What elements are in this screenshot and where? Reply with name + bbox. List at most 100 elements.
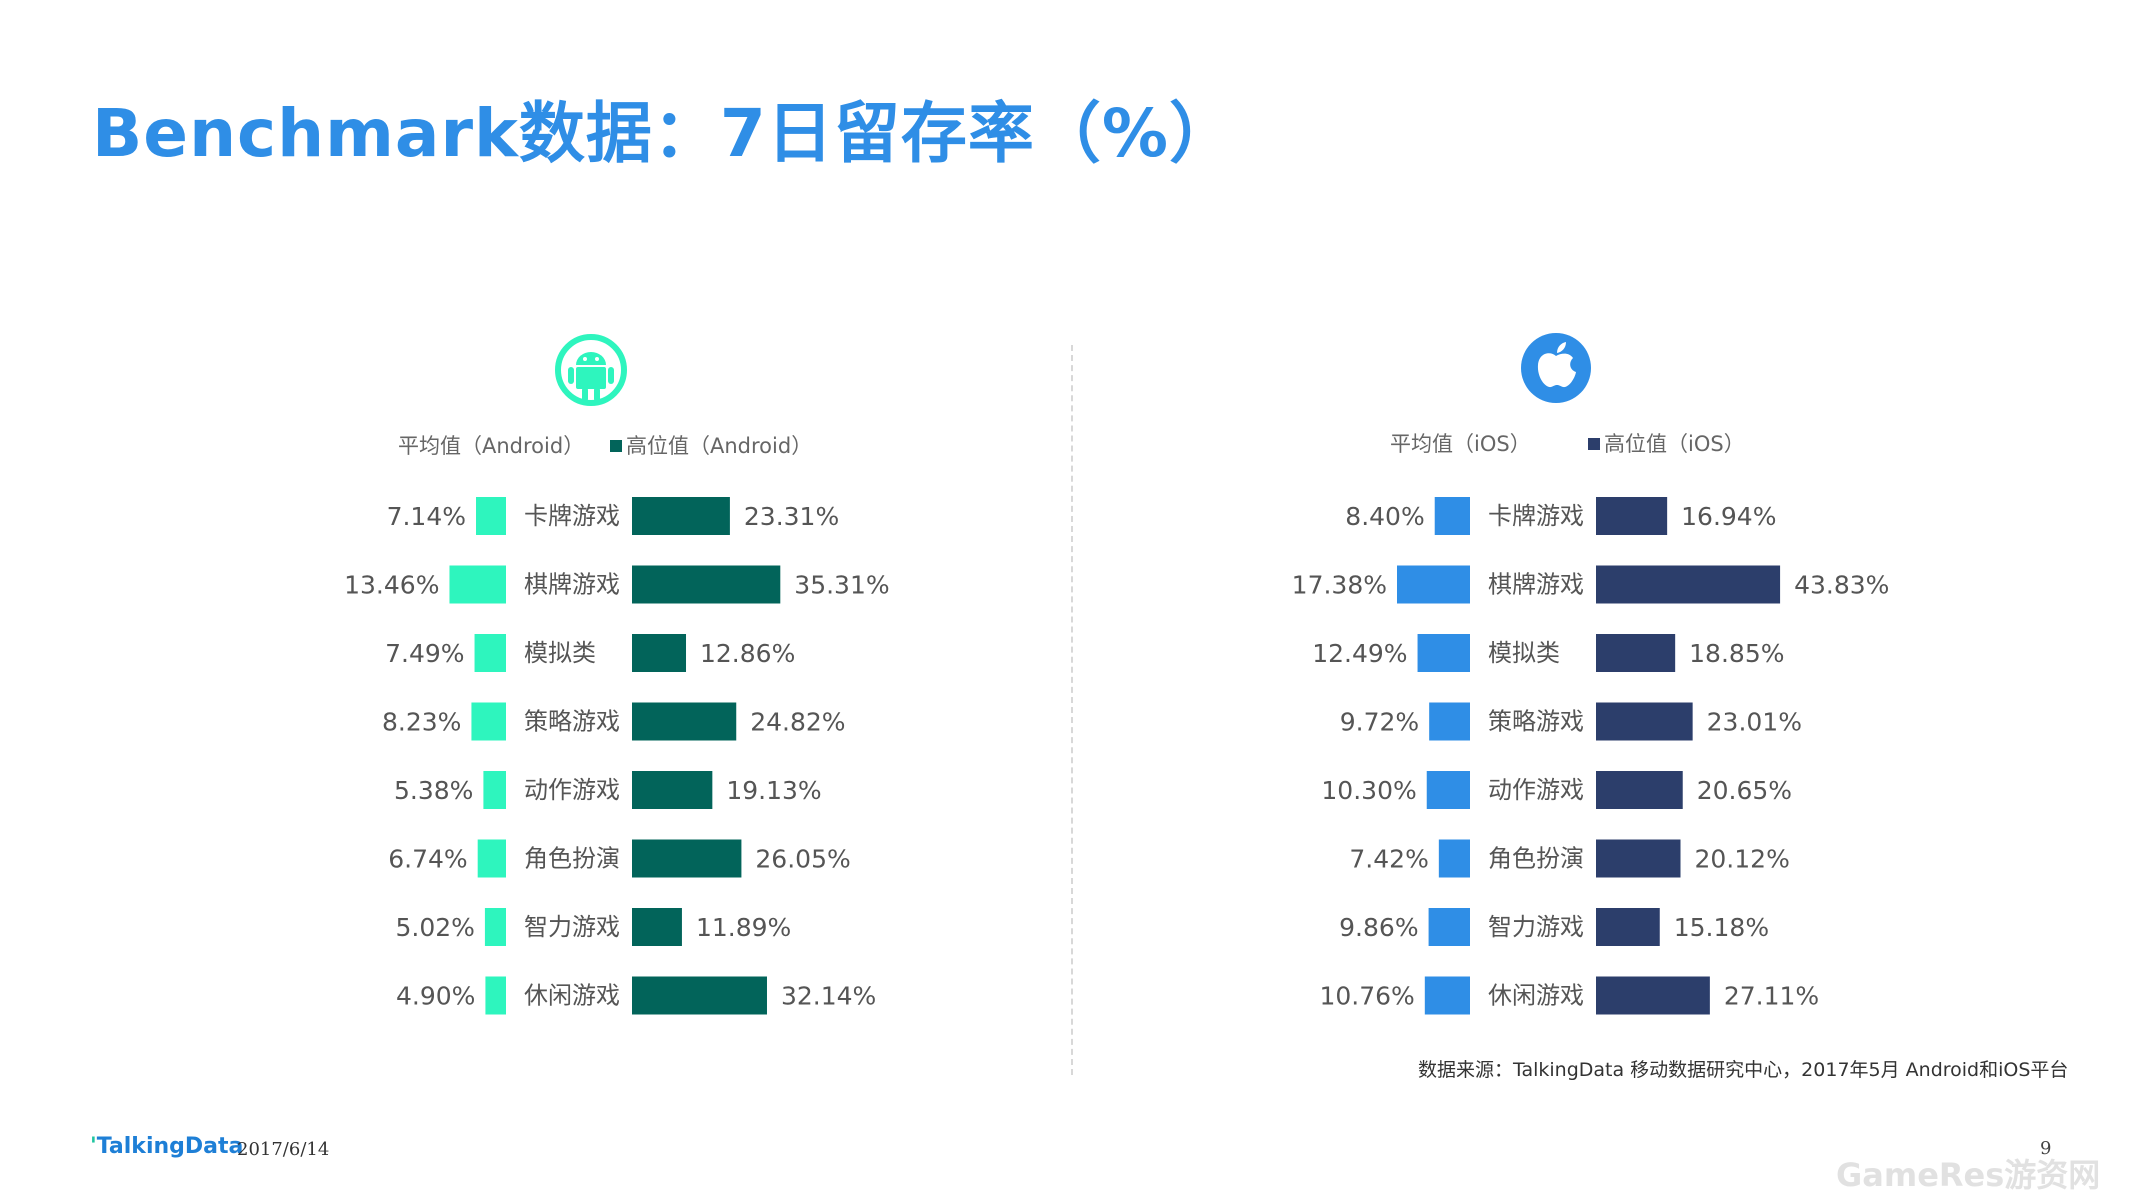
ios-high-bar-2 (1596, 634, 1676, 672)
android-high-value-label-0: 23.31% (744, 502, 839, 531)
android-high-bar-2 (632, 634, 687, 672)
android-legend-avg-label: 平均值（Android） (398, 434, 585, 458)
page-title: Benchmark数据：7日留存率（%） (92, 95, 1236, 172)
ios-high-value-label-5: 20.12% (1695, 845, 1790, 874)
ios-legend-high-swatch (1588, 438, 1600, 450)
android-avg-value-label-3: 8.23% (382, 708, 461, 737)
ios-avg-value-label-7: 10.76% (1319, 982, 1414, 1011)
ios-avg-bar-3 (1429, 702, 1470, 741)
android-category-label-3: 策略游戏 (524, 708, 620, 736)
android-category-label-4: 动作游戏 (524, 776, 620, 804)
android-category-label-0: 卡牌游戏 (524, 502, 620, 530)
ios-avg-value-label-5: 7.42% (1349, 845, 1428, 874)
android-avg-bar-4 (483, 771, 506, 809)
android-high-value-label-6: 11.89% (696, 913, 791, 942)
android-high-value-label-2: 12.86% (700, 639, 795, 668)
android-icon (555, 334, 627, 406)
ios-category-label-5: 角色扮演 (1488, 845, 1584, 873)
ios-high-bar-5 (1596, 839, 1681, 878)
android-legend-avg: 平均值（Android） (398, 430, 584, 460)
ios-high-bar-3 (1596, 702, 1693, 741)
ios-high-bar-4 (1596, 771, 1683, 809)
data-source-note: 数据来源：TalkingData 移动数据研究中心，2017年5月 Androi… (1418, 1059, 2069, 1081)
android-avg-bar-1 (449, 565, 506, 604)
ios-avg-value-label-0: 8.40% (1345, 502, 1424, 531)
ios-category-label-3: 策略游戏 (1488, 708, 1584, 736)
ios-category-label-7: 休闲游戏 (1488, 982, 1584, 1010)
android-avg-bar-2 (474, 634, 506, 672)
android-avg-bar-5 (477, 839, 506, 878)
ios-category-label-1: 棋牌游戏 (1488, 571, 1584, 599)
ios-avg-value-label-4: 10.30% (1321, 776, 1416, 805)
brand-logo: 'TalkingData (90, 1134, 244, 1159)
ios-high-value-label-6: 15.18% (1674, 913, 1769, 942)
ios-legend-high-label: 高位值（iOS） (1604, 432, 1745, 456)
watermark: GameRes游资网 (1836, 1156, 2101, 1194)
ios-high-value-label-3: 23.01% (1707, 708, 1802, 737)
panel-divider (1071, 345, 1073, 1075)
ios-avg-value-label-2: 12.49% (1312, 639, 1407, 668)
ios-avg-bar-7 (1424, 976, 1470, 1015)
ios-high-value-label-4: 20.65% (1697, 776, 1792, 805)
apple-icon (1521, 333, 1591, 403)
android-category-label-6: 智力游戏 (524, 913, 620, 941)
android-category-label-1: 棋牌游戏 (524, 571, 620, 599)
android-high-value-label-5: 26.05% (755, 845, 850, 874)
ios-high-bar-7 (1596, 976, 1710, 1015)
ios-legend-high: 高位值（iOS） (1588, 428, 1745, 458)
ios-avg-bar-4 (1426, 771, 1470, 809)
ios-avg-bar-2 (1417, 634, 1470, 672)
android-avg-value-label-6: 5.02% (395, 913, 474, 942)
ios-category-label-0: 卡牌游戏 (1488, 502, 1584, 530)
android-high-value-label-7: 32.14% (781, 982, 876, 1011)
android-avg-value-label-4: 5.38% (394, 776, 473, 805)
ios-high-bar-0 (1596, 497, 1668, 535)
android-legend-high: 高位值（Android） (610, 430, 812, 460)
android-avg-bar-3 (471, 702, 506, 741)
ios-legend-avg-label: 平均值（iOS） (1390, 432, 1531, 456)
android-avg-value-label-5: 6.74% (388, 845, 467, 874)
ios-avg-value-label-1: 17.38% (1292, 571, 1387, 600)
android-legend-high-swatch (610, 440, 622, 452)
android-category-label-7: 休闲游戏 (524, 982, 620, 1010)
ios-high-bar-1 (1596, 565, 1781, 604)
android-category-label-2: 模拟类 (524, 639, 596, 667)
ios-category-label-4: 动作游戏 (1488, 776, 1584, 804)
android-avg-value-label-0: 7.14% (387, 502, 466, 531)
android-high-bar-5 (632, 839, 742, 878)
ios-avg-value-label-6: 9.86% (1339, 913, 1418, 942)
android-high-bar-3 (632, 702, 737, 741)
ios-avg-bar-6 (1428, 908, 1470, 946)
android-high-value-label-1: 35.31% (794, 571, 889, 600)
ios-avg-bar-0 (1434, 497, 1470, 535)
ios-avg-bar-1 (1397, 565, 1470, 604)
android-avg-value-label-7: 4.90% (396, 982, 475, 1011)
android-high-bar-1 (632, 565, 781, 604)
ios-high-value-label-0: 16.94% (1681, 502, 1776, 531)
android-avg-bar-0 (476, 497, 506, 535)
android-high-bar-4 (632, 771, 713, 809)
ios-legend-avg: 平均值（iOS） (1390, 428, 1531, 458)
android-high-value-label-4: 19.13% (726, 776, 821, 805)
ios-avg-value-label-3: 9.72% (1340, 708, 1419, 737)
ios-category-label-2: 模拟类 (1488, 639, 1560, 667)
android-high-bar-0 (632, 497, 730, 535)
ios-category-label-6: 智力游戏 (1488, 913, 1584, 941)
android-avg-value-label-2: 7.49% (385, 639, 464, 668)
ios-high-value-label-2: 18.85% (1689, 639, 1784, 668)
brand-logo-text: TalkingData (96, 1134, 244, 1159)
android-high-value-label-3: 24.82% (750, 708, 845, 737)
android-avg-value-label-1: 13.46% (344, 571, 439, 600)
footer-date: 2017/6/14 (237, 1139, 330, 1160)
android-legend-high-label: 高位值（Android） (626, 434, 813, 458)
ios-high-bar-6 (1596, 908, 1660, 946)
ios-avg-bar-5 (1438, 839, 1470, 878)
android-category-label-5: 角色扮演 (524, 845, 620, 873)
ios-high-value-label-7: 27.11% (1724, 982, 1819, 1011)
android-avg-bar-6 (484, 908, 506, 946)
android-avg-bar-7 (485, 976, 506, 1015)
ios-high-value-label-1: 43.83% (1794, 571, 1889, 600)
page-number: 9 (2040, 1138, 2052, 1159)
android-high-bar-7 (632, 976, 767, 1015)
